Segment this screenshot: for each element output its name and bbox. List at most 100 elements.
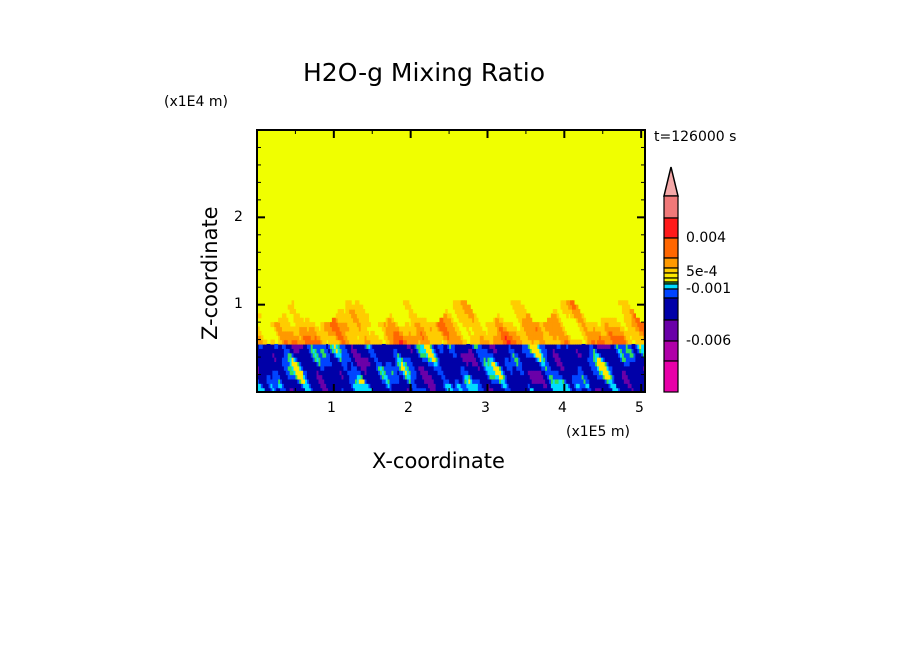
field-cell (354, 361, 358, 367)
field-cell (552, 309, 556, 314)
field-cell (339, 339, 343, 345)
field-cell (414, 378, 418, 384)
field-cell (466, 387, 469, 393)
field-cell (460, 378, 464, 384)
field-cell (522, 378, 525, 384)
field-cell (545, 339, 548, 345)
colorbar-label: 0.004 (686, 230, 727, 246)
field-cell (318, 343, 321, 349)
field-cell (389, 330, 393, 336)
field-cell (570, 300, 573, 306)
field-cell (589, 339, 592, 345)
field-cell (562, 343, 565, 349)
field-cell (618, 361, 621, 367)
field-cell (591, 343, 594, 349)
field-cell (568, 383, 571, 389)
field-cell (497, 357, 500, 363)
field-cell (322, 387, 325, 393)
field-cell (621, 304, 625, 310)
field-cell (477, 370, 481, 376)
field-cell (627, 339, 631, 345)
field-cell (566, 335, 569, 341)
field-cell (424, 330, 427, 336)
field-cell (358, 313, 362, 319)
field-cell (543, 343, 546, 349)
field-cell (422, 361, 425, 367)
field-cell (295, 339, 298, 345)
field-cell (541, 378, 544, 384)
field-cell (326, 357, 329, 363)
field-cell (447, 352, 450, 358)
field-cell (414, 357, 418, 363)
field-cell (424, 357, 427, 363)
field-cell (353, 309, 356, 314)
field-cell (378, 378, 381, 384)
field-cell (345, 357, 348, 363)
field-cell (612, 343, 615, 349)
field-cell (412, 365, 416, 371)
field-cell (258, 343, 262, 349)
field-cell (631, 322, 635, 328)
field-cell (339, 309, 343, 314)
field-cell (310, 352, 314, 358)
field-cell (510, 330, 514, 336)
field-cell (556, 313, 560, 319)
field-cell (445, 365, 448, 371)
field-cell (354, 317, 358, 323)
field-cell (548, 383, 552, 389)
field-cell (389, 335, 393, 341)
field-cell (328, 348, 331, 354)
field-cell (621, 370, 625, 376)
field-cell (368, 361, 371, 367)
field-cell (472, 365, 475, 371)
field-cell (547, 378, 550, 384)
field-cell (402, 361, 406, 367)
field-cell (568, 387, 571, 393)
field-cell (531, 378, 535, 384)
field-cell (566, 300, 569, 306)
field-cell (477, 343, 481, 349)
field-cell (548, 322, 552, 328)
field-cell (278, 339, 281, 345)
field-cell (427, 326, 431, 332)
field-cell (399, 343, 402, 349)
field-cell (293, 348, 297, 354)
field-cell (593, 335, 596, 341)
field-cell (303, 339, 306, 345)
field-cell (366, 383, 370, 389)
field-cell (366, 343, 370, 349)
field-cell (579, 370, 583, 376)
field-cell (502, 326, 506, 332)
field-cell (435, 378, 439, 384)
field-cell (420, 352, 423, 358)
field-cell (278, 348, 281, 354)
field-cell (401, 365, 404, 371)
field-cell (303, 330, 306, 336)
field-cell (537, 326, 540, 332)
field-cell (581, 322, 585, 328)
field-cell (573, 313, 577, 319)
field-cell (326, 378, 329, 384)
field-cell (635, 374, 638, 380)
field-cell (556, 383, 560, 389)
field-cell (518, 370, 521, 376)
field-cell (637, 370, 640, 376)
field-cell (548, 348, 552, 354)
field-cell (631, 357, 635, 363)
field-cell (600, 343, 604, 349)
field-cell (570, 343, 573, 349)
field-cell (274, 387, 277, 393)
field-cell (416, 378, 419, 384)
field-cell (533, 339, 537, 345)
field-cell (429, 339, 433, 345)
field-cell (552, 370, 556, 376)
field-cell (518, 335, 521, 341)
field-cell (345, 335, 348, 341)
field-cell (554, 383, 558, 389)
field-cell (523, 357, 527, 363)
field-cell (372, 374, 375, 380)
field-cell (347, 322, 350, 328)
field-cell (614, 343, 617, 349)
field-cell (454, 339, 458, 345)
field-cell (354, 322, 358, 328)
